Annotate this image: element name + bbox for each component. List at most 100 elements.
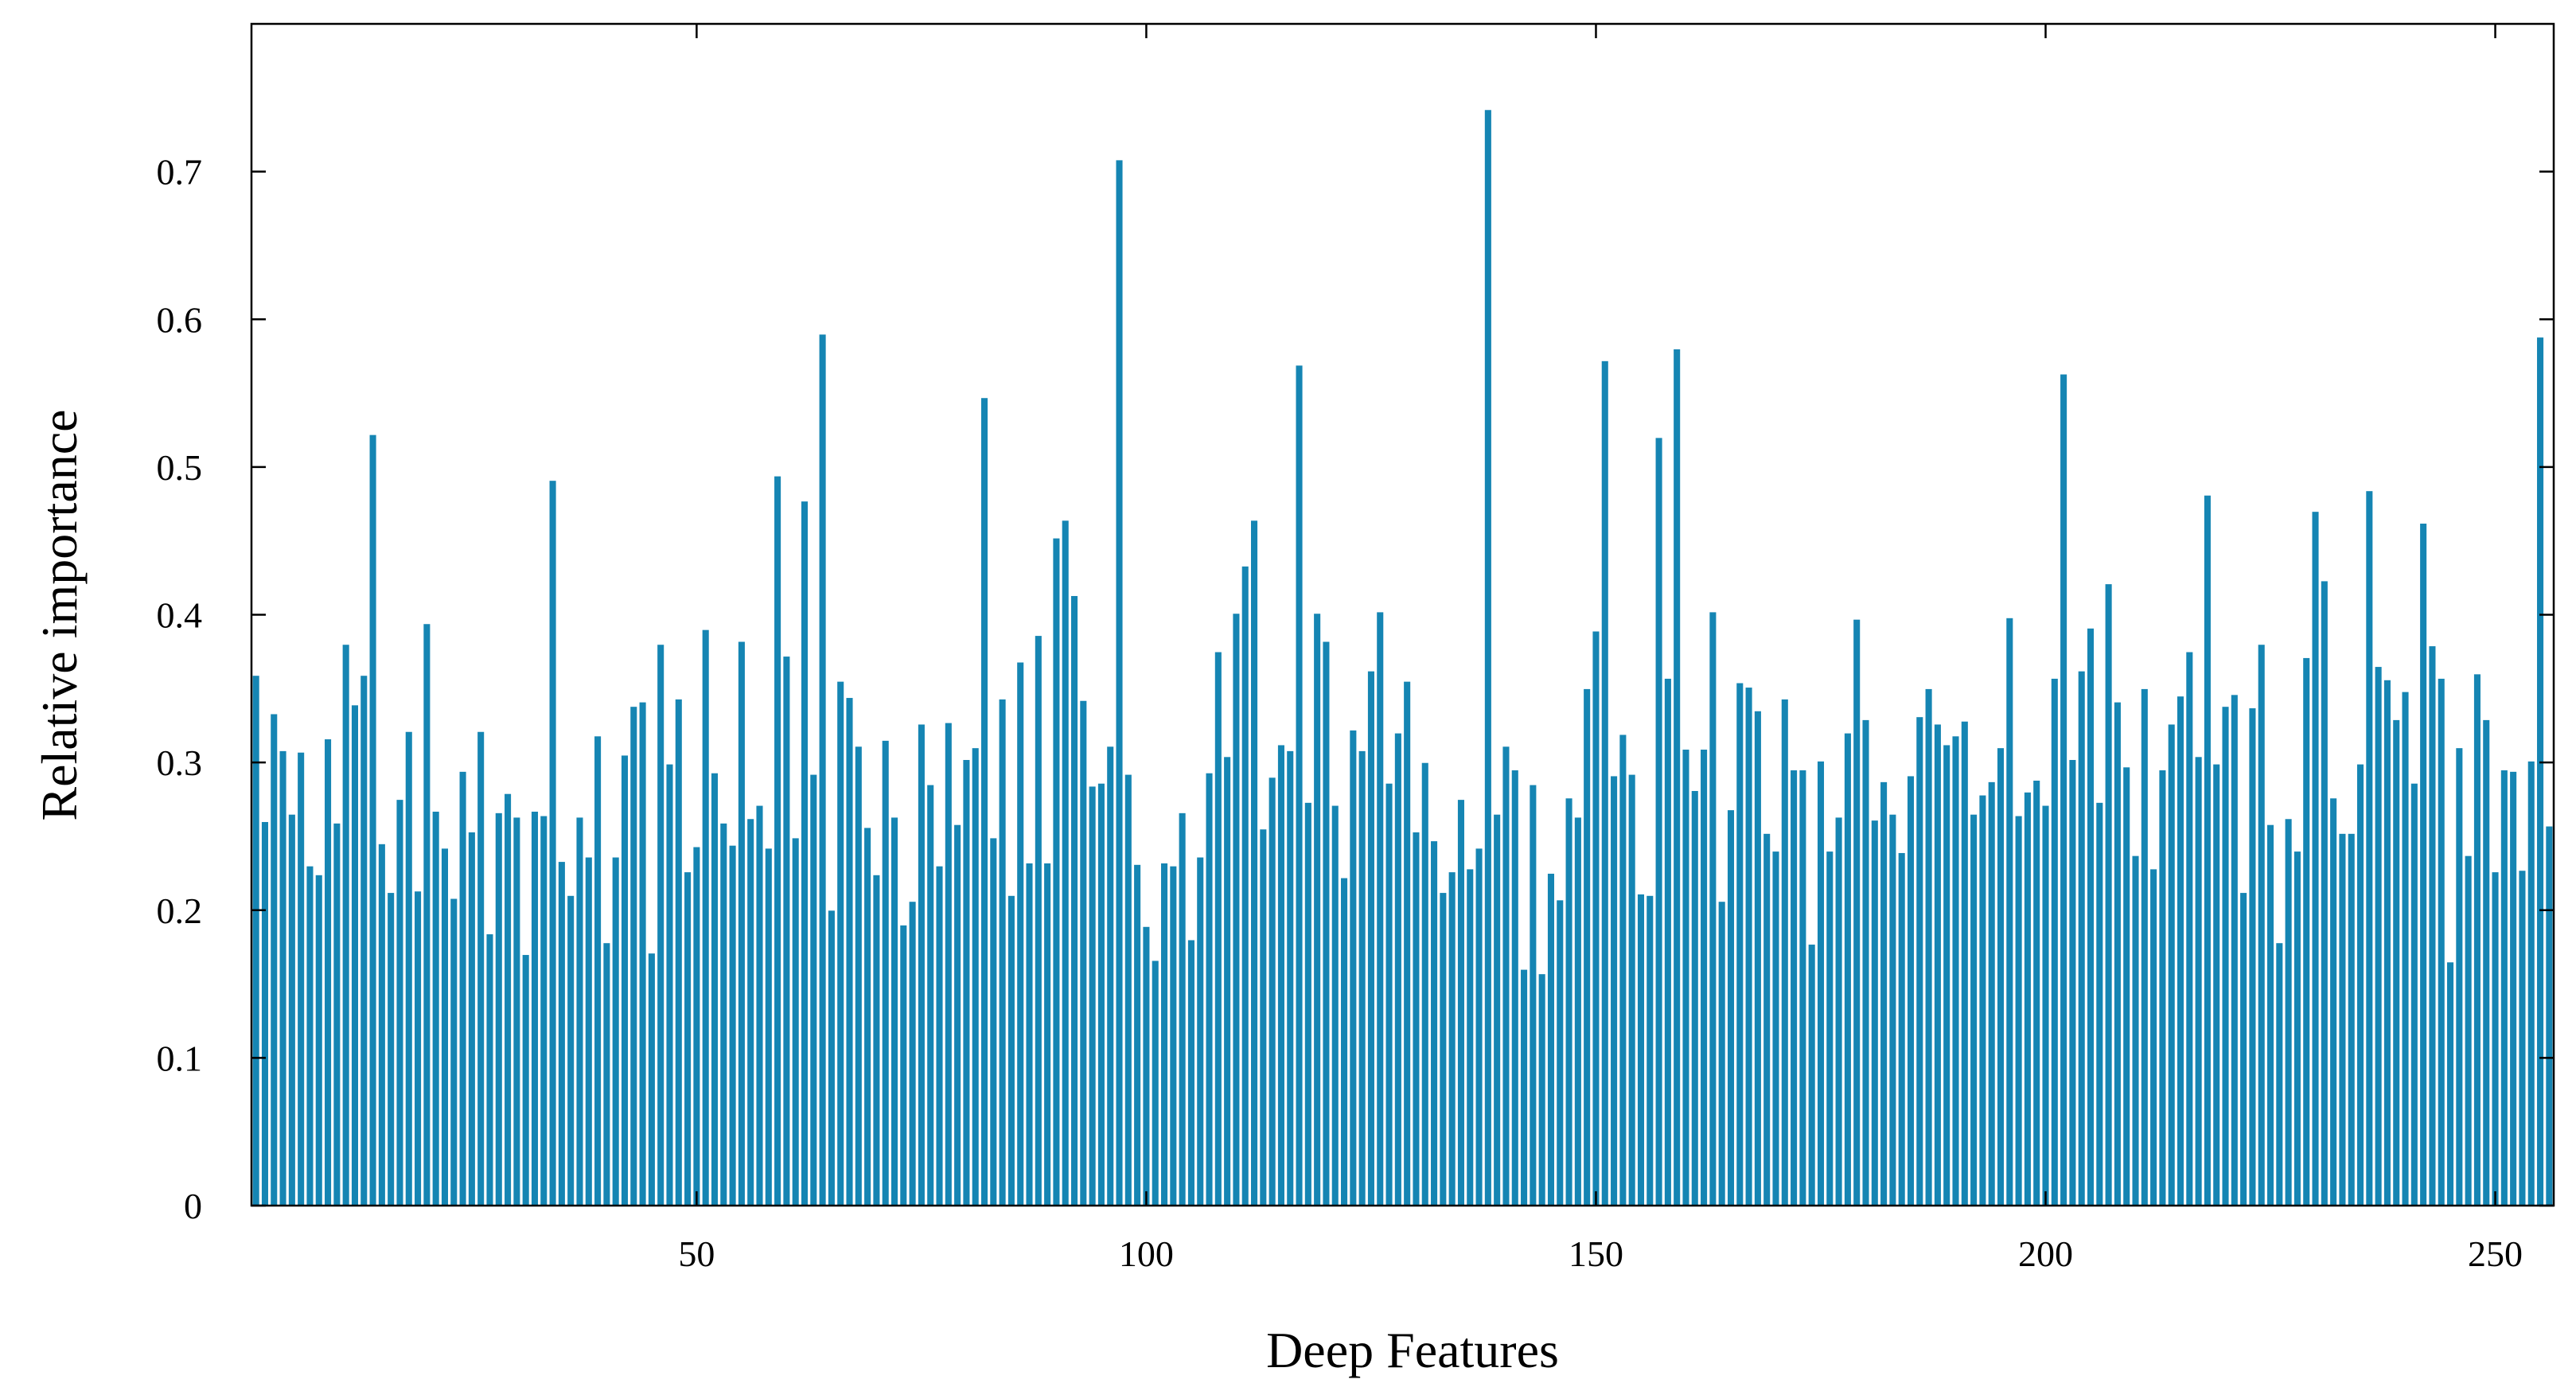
bar-feature-221 xyxy=(2230,694,2239,1206)
bar-feature-160 xyxy=(1682,748,1690,1206)
bar-feature-43 xyxy=(629,705,638,1206)
bar-feature-161 xyxy=(1690,789,1700,1206)
bar-feature-28 xyxy=(494,812,504,1206)
bar-feature-48 xyxy=(674,698,684,1206)
bar-feature-173 xyxy=(1799,769,1807,1206)
bar-feature-104 xyxy=(1178,812,1187,1206)
bar-feature-18 xyxy=(404,731,414,1206)
bar-feature-87 xyxy=(1025,862,1034,1206)
bar-feature-167 xyxy=(1744,686,1753,1206)
bar-feature-64 xyxy=(818,333,827,1206)
bar-feature-101 xyxy=(1151,960,1159,1206)
bar-feature-185 xyxy=(1906,775,1915,1206)
bar-feature-143 xyxy=(1529,784,1537,1206)
bar-feature-253 xyxy=(2518,870,2527,1206)
bar-feature-162 xyxy=(1699,748,1709,1206)
bar-feature-215 xyxy=(2176,695,2185,1206)
bar-feature-12 xyxy=(350,704,360,1206)
bar-feature-158 xyxy=(1663,677,1673,1206)
bar-feature-31 xyxy=(521,953,530,1206)
bar-feature-88 xyxy=(1034,634,1043,1206)
bar-feature-71 xyxy=(881,739,890,1206)
bar-feature-61 xyxy=(791,837,800,1206)
bar-feature-244 xyxy=(2437,677,2445,1206)
bar-feature-3 xyxy=(270,713,279,1206)
bar-feature-149 xyxy=(1582,688,1592,1206)
bar-feature-52 xyxy=(710,772,719,1206)
bar-feature-201 xyxy=(2050,677,2060,1206)
bar-feature-169 xyxy=(1762,832,1771,1206)
bar-feature-228 xyxy=(2293,850,2302,1206)
bar-feature-227 xyxy=(2284,818,2293,1206)
bar-feature-246 xyxy=(2455,746,2464,1206)
bar-feature-171 xyxy=(1780,698,1790,1206)
bar-feature-225 xyxy=(2266,824,2275,1206)
bar-feature-103 xyxy=(1169,865,1178,1206)
bar-feature-65 xyxy=(827,910,836,1206)
bar-feature-249 xyxy=(2482,719,2491,1206)
x-tick-label: 200 xyxy=(2018,1233,2073,1274)
bar-feature-174 xyxy=(1807,943,1816,1206)
bar-feature-79 xyxy=(953,824,962,1206)
bar-feature-6 xyxy=(296,751,306,1206)
bar-feature-178 xyxy=(1843,732,1853,1206)
bar-feature-242 xyxy=(2418,522,2428,1206)
bar-feature-236 xyxy=(2365,489,2374,1206)
bar-feature-138 xyxy=(1483,109,1493,1206)
bar-feature-17 xyxy=(396,798,404,1206)
bar-feature-27 xyxy=(485,933,494,1206)
axis-ticks xyxy=(251,24,2554,1207)
bar-feature-34 xyxy=(548,479,557,1206)
bar-feature-189 xyxy=(1942,744,1951,1206)
bar-feature-110 xyxy=(1232,613,1241,1206)
bar-feature-217 xyxy=(2194,756,2203,1206)
bar-feature-154 xyxy=(1627,773,1636,1206)
bar-feature-133 xyxy=(1439,891,1448,1206)
bar-feature-230 xyxy=(2311,510,2320,1206)
bar-feature-70 xyxy=(872,874,881,1206)
bar-feature-175 xyxy=(1816,760,1826,1206)
bar-feature-100 xyxy=(1142,925,1151,1206)
bar-feature-190 xyxy=(1951,735,1960,1206)
bar-feature-5 xyxy=(287,813,297,1206)
bars-group xyxy=(251,109,2554,1206)
bar-feature-56 xyxy=(746,818,755,1206)
bar-feature-252 xyxy=(2508,770,2518,1206)
bar-feature-55 xyxy=(737,641,746,1206)
bar-feature-194 xyxy=(1987,781,1996,1206)
bar-feature-200 xyxy=(2041,805,2050,1206)
bar-feature-40 xyxy=(602,941,611,1206)
bar-feature-117 xyxy=(1295,364,1304,1206)
bar-feature-66 xyxy=(836,680,845,1206)
bar-feature-80 xyxy=(962,758,971,1206)
bar-feature-170 xyxy=(1771,850,1780,1206)
x-tick-label: 100 xyxy=(1119,1233,1174,1274)
y-tick-label: 0.2 xyxy=(157,890,203,931)
bar-feature-247 xyxy=(2464,855,2473,1206)
y-tick-label: 0.4 xyxy=(157,595,203,636)
bar-feature-67 xyxy=(845,696,854,1206)
bar-feature-166 xyxy=(1736,682,1744,1206)
y-tick-label: 0.5 xyxy=(157,447,203,488)
bar-feature-1 xyxy=(251,675,260,1206)
bar-feature-209 xyxy=(2122,766,2131,1206)
bar-feature-188 xyxy=(1933,723,1943,1206)
bar-feature-58 xyxy=(764,848,774,1206)
bar-feature-243 xyxy=(2428,645,2437,1206)
bar-feature-132 xyxy=(1429,840,1439,1206)
bar-feature-172 xyxy=(1789,769,1799,1206)
bar-feature-23 xyxy=(450,898,458,1206)
bar-feature-213 xyxy=(2158,769,2167,1206)
bar-feature-203 xyxy=(2068,758,2077,1206)
bar-feature-99 xyxy=(1132,863,1142,1206)
bar-feature-112 xyxy=(1249,520,1259,1206)
bar-feature-144 xyxy=(1537,972,1546,1206)
bar-feature-197 xyxy=(2014,815,2023,1206)
bar-feature-38 xyxy=(584,856,594,1206)
bar-feature-152 xyxy=(1609,775,1619,1206)
bar-feature-45 xyxy=(647,952,657,1206)
bar-feature-151 xyxy=(1600,360,1610,1206)
bar-feature-216 xyxy=(2185,651,2194,1206)
bar-feature-91 xyxy=(1061,520,1070,1206)
bar-feature-4 xyxy=(279,750,287,1206)
